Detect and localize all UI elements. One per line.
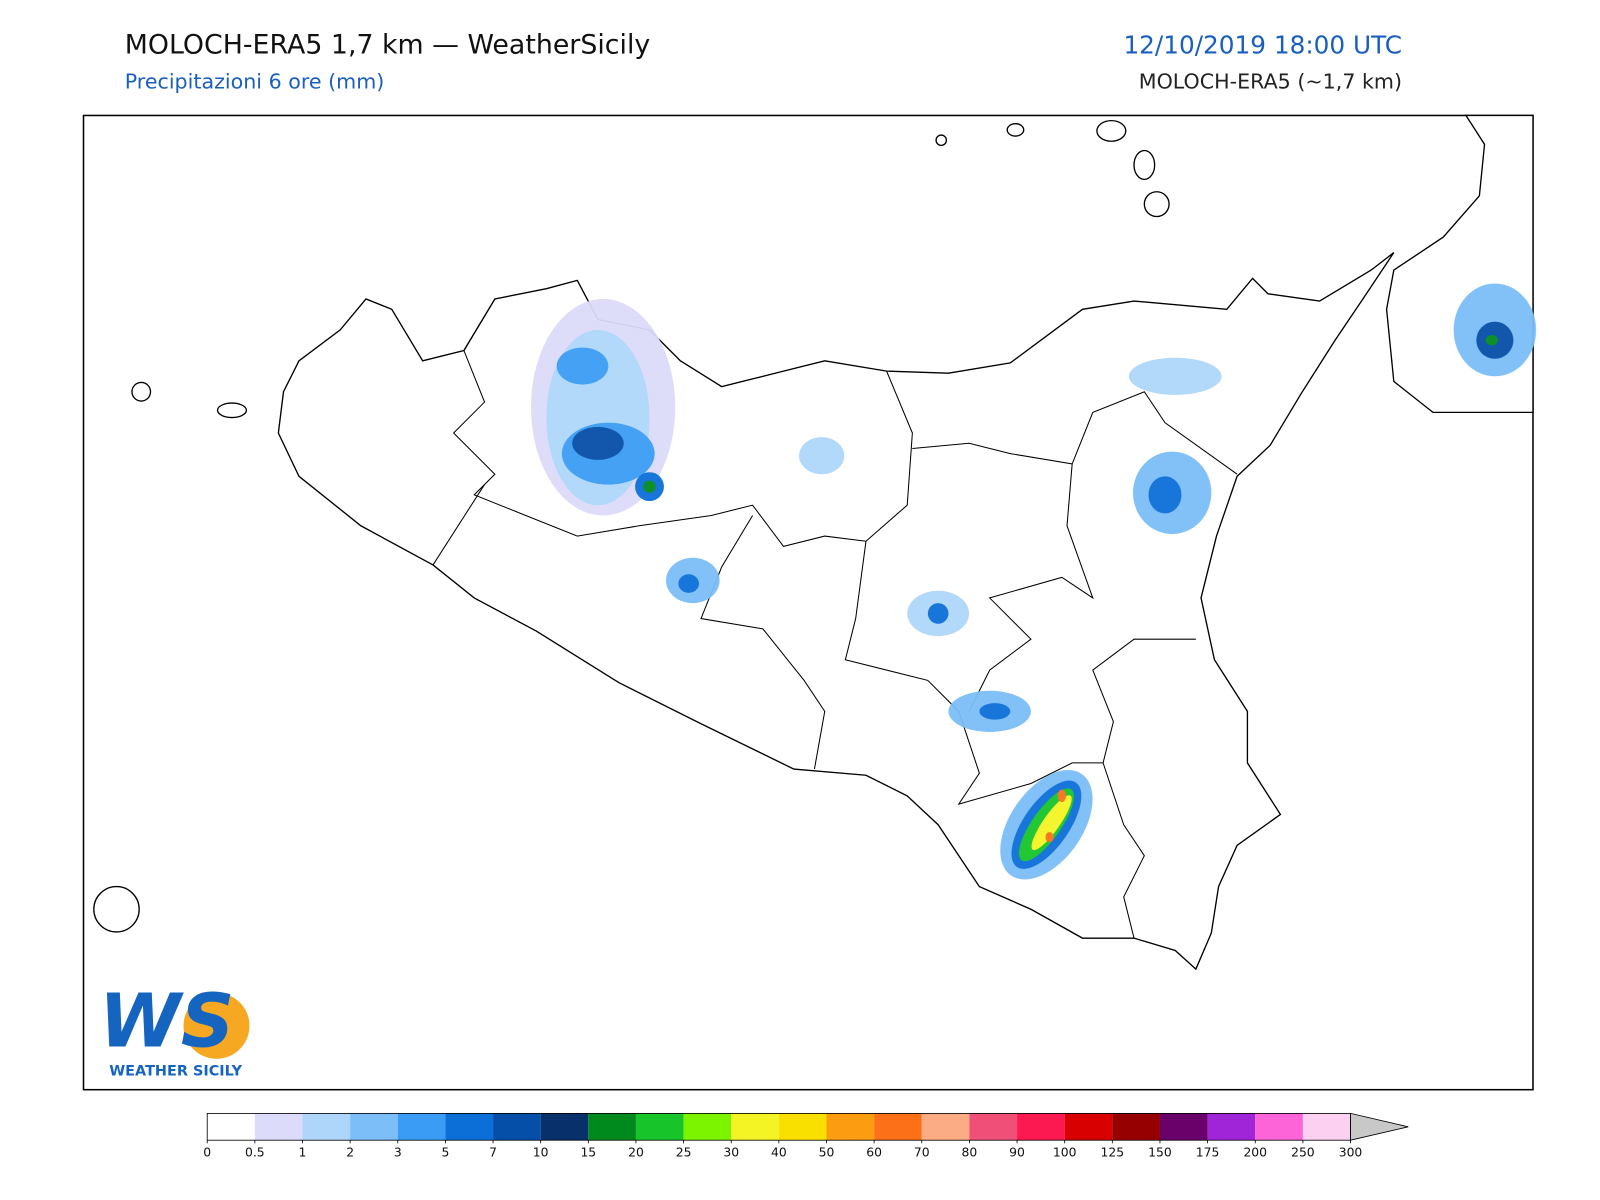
colorbar-segment (969, 1113, 1018, 1141)
colorbar-segment (778, 1113, 827, 1141)
colorbar-tick-label: 3 (394, 1146, 402, 1160)
colorbar-segment (540, 1113, 589, 1141)
precip-area (678, 574, 699, 593)
province-border (968, 463, 1145, 939)
precip-area (1031, 795, 1072, 851)
colorbar-tick-label: 50 (819, 1146, 835, 1160)
colorbar-segment (207, 1113, 255, 1141)
precip-area (1045, 831, 1054, 843)
colorbar-segment (302, 1113, 351, 1141)
colorbar-extension (1350, 1112, 1409, 1141)
colorbar-tick-label: 1 (299, 1146, 307, 1160)
colorbar-tick-label: 2 (346, 1146, 354, 1160)
colorbar-segment (254, 1113, 303, 1141)
precip-area (572, 426, 624, 460)
colorbar-tick-label: 40 (771, 1146, 787, 1160)
colorbar-tick-label: 0.5 (245, 1146, 265, 1160)
province-border (912, 391, 1238, 475)
island (935, 134, 948, 147)
colorbar-tick-label: 60 (866, 1146, 882, 1160)
colorbar-tick-label: 30 (723, 1146, 739, 1160)
colorbar-segment (731, 1113, 779, 1141)
colorbar: 0 0.5 1 2 3 5 7 10 15 20 25 30 40 50 60 70 80 90 100 125 150… (203, 1112, 1409, 1160)
island (1133, 149, 1156, 181)
logo-caption: WEATHER SICILY (109, 1063, 242, 1079)
colorbar-segment (397, 1113, 446, 1141)
colorbar-segment (826, 1113, 875, 1141)
colorbar-tick-label: 0 (203, 1146, 211, 1160)
colorbar-tick-label: 20 (628, 1146, 644, 1160)
datetime: 12/10/2019 18:00 UTC (1123, 31, 1402, 60)
island (1096, 119, 1127, 142)
island (93, 885, 140, 933)
colorbar-tick-label: 175 (1196, 1146, 1220, 1160)
colorbar-tick-label: 70 (914, 1146, 930, 1160)
colorbar-tick-label: 200 (1243, 1146, 1267, 1160)
model-label: MOLOCH-ERA5 (~1,7 km) (1139, 70, 1402, 94)
precip-area (927, 603, 949, 624)
island (131, 381, 152, 402)
province-border (452, 298, 913, 547)
title: MOLOCH-ERA5 1,7 km — WeatherSicily (125, 30, 651, 61)
colorbar-segment (588, 1113, 636, 1141)
map (82, 114, 1534, 1091)
colorbar-tick-label: 150 (1148, 1146, 1172, 1160)
colorbar-tick-label: 15 (580, 1146, 596, 1160)
precip-area (1148, 476, 1182, 514)
colorbar-tick-label: 125 (1101, 1146, 1125, 1160)
colorbar-tick-label: 7 (489, 1146, 497, 1160)
precip-area (556, 347, 609, 385)
precip-area (1485, 335, 1498, 346)
colorbar-segment (493, 1113, 541, 1141)
colorbar-segment (1112, 1113, 1160, 1141)
colorbar-segment (635, 1113, 684, 1141)
colorbar-segment (874, 1113, 922, 1141)
province-border (432, 484, 826, 770)
colorbar-segment (1302, 1113, 1351, 1141)
precip-area (1057, 789, 1066, 803)
colorbar-segment (1255, 1113, 1303, 1141)
colorbar-tick-label: 100 (1053, 1146, 1077, 1160)
island (1006, 123, 1025, 137)
precip-area (798, 437, 845, 475)
precip-area (979, 703, 1011, 720)
colorbar-segment (921, 1113, 970, 1141)
colorbar-segment (1064, 1113, 1113, 1141)
colorbar-tick-label: 80 (962, 1146, 978, 1160)
island (1143, 191, 1170, 218)
colorbar-tick-label: 90 (1009, 1146, 1025, 1160)
colorbar-tick-label: 10 (533, 1146, 549, 1160)
colorbar-segment (683, 1113, 732, 1141)
logo-text: WS (99, 977, 234, 1064)
logo: WS WEATHER SICILY (99, 977, 250, 1079)
province-border (844, 541, 1196, 806)
precip-area (643, 480, 656, 493)
precip-area (1128, 357, 1222, 395)
colorbar-tick-label: 250 (1291, 1146, 1315, 1160)
precipitation (530, 283, 1537, 880)
colorbar-segment (445, 1113, 494, 1141)
colorbar-tick-label: 25 (676, 1146, 692, 1160)
colorbar-tick-label: 5 (441, 1146, 449, 1160)
logo-sun (183, 992, 250, 1059)
colorbar-segment (1017, 1113, 1065, 1141)
subtitle: Precipitazioni 6 ore (mm) (125, 70, 385, 94)
colorbar-tick-label: 300 (1339, 1146, 1363, 1160)
colorbar-segment (1159, 1113, 1208, 1141)
colorbar-segment (350, 1113, 398, 1141)
colorbar-segment (1207, 1113, 1256, 1141)
island (216, 402, 248, 419)
